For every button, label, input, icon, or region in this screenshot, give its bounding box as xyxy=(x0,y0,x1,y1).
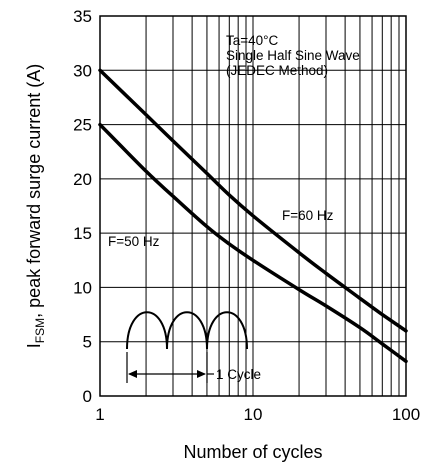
y-tick-label: 20 xyxy=(73,170,92,189)
x-tick-label: 1 xyxy=(95,405,104,424)
y-tick-label: 25 xyxy=(73,116,92,135)
half-sine-wave xyxy=(126,311,248,350)
series-label-50hz: F=50 Hz xyxy=(108,234,160,249)
condition-line-2: Single Half Sine Wave xyxy=(226,48,360,63)
x-tick-label: 100 xyxy=(392,405,420,424)
cycle-arrow-right-head xyxy=(197,370,206,378)
tick-labels: 0 5 10 15 20 25 30 35 1 10 100 xyxy=(73,7,420,424)
condition-line-1: Ta=40°C xyxy=(226,33,279,48)
y-tick-label: 0 xyxy=(83,387,92,406)
y-tick-label: 10 xyxy=(73,278,92,297)
series-label-60hz: F=60 Hz xyxy=(282,208,334,223)
y-tick-label: 35 xyxy=(73,7,92,26)
x-tick-label: 10 xyxy=(244,405,263,424)
series-line-50hz xyxy=(98,122,408,364)
condition-line-3: (JEDEC Method) xyxy=(226,63,328,78)
plot-frame xyxy=(99,15,407,397)
y-axis-label: IFSM, peak forward surge current (A) xyxy=(24,64,47,348)
y-tick-label: 30 xyxy=(73,61,92,80)
series-line-60hz xyxy=(98,68,408,333)
curves xyxy=(98,68,408,364)
y-tick-label: 15 xyxy=(73,224,92,243)
y-tick-label: 5 xyxy=(83,333,92,352)
half-sine-inset: 1 Cycle xyxy=(126,311,261,383)
cycle-arrow-left-head xyxy=(128,370,137,378)
cycle-label: 1 Cycle xyxy=(216,367,261,382)
x-axis-label: Number of cycles xyxy=(183,442,322,462)
